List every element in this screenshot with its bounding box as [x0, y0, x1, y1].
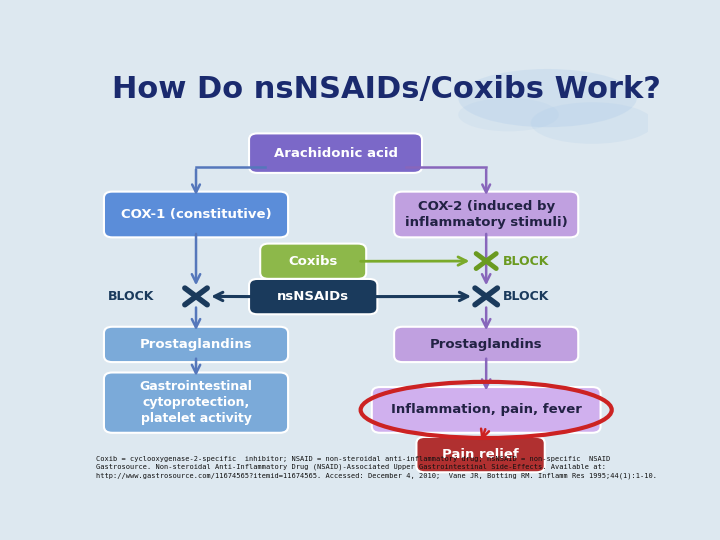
Text: COX-2 (induced by
inflammatory stimuli): COX-2 (induced by inflammatory stimuli)	[405, 200, 567, 229]
FancyBboxPatch shape	[249, 133, 422, 173]
Text: Arachidonic acid: Arachidonic acid	[274, 147, 397, 160]
Text: Coxibs: Coxibs	[289, 255, 338, 268]
Text: nsNSAIDs: nsNSAIDs	[277, 290, 349, 303]
FancyBboxPatch shape	[104, 327, 288, 362]
Text: Coxib = cyclooxygenase-2-specific  inhibitor; NSAID = non-steroidal anti-inflamm: Coxib = cyclooxygenase-2-specific inhibi…	[96, 456, 657, 478]
Ellipse shape	[458, 69, 636, 127]
FancyBboxPatch shape	[416, 437, 545, 472]
FancyBboxPatch shape	[394, 327, 578, 362]
Ellipse shape	[531, 102, 654, 144]
FancyBboxPatch shape	[260, 244, 366, 279]
FancyBboxPatch shape	[249, 279, 377, 314]
Ellipse shape	[458, 98, 559, 131]
Text: Inflammation, pain, fever: Inflammation, pain, fever	[391, 403, 582, 416]
Text: BLOCK: BLOCK	[503, 254, 549, 267]
FancyBboxPatch shape	[104, 192, 288, 238]
Text: BLOCK: BLOCK	[108, 290, 154, 303]
Text: Prostaglandins: Prostaglandins	[140, 338, 252, 351]
FancyBboxPatch shape	[372, 387, 600, 433]
FancyBboxPatch shape	[394, 192, 578, 238]
Text: COX-1 (constitutive): COX-1 (constitutive)	[121, 208, 271, 221]
Text: Prostaglandins: Prostaglandins	[430, 338, 542, 351]
Text: Pain relief: Pain relief	[442, 448, 519, 461]
Text: How Do nsNSAIDs/Coxibs Work?: How Do nsNSAIDs/Coxibs Work?	[112, 75, 661, 104]
FancyBboxPatch shape	[104, 373, 288, 433]
Text: BLOCK: BLOCK	[503, 290, 549, 303]
Text: Gastrointestinal
cytoprotection,
platelet activity: Gastrointestinal cytoprotection, platele…	[140, 380, 253, 425]
